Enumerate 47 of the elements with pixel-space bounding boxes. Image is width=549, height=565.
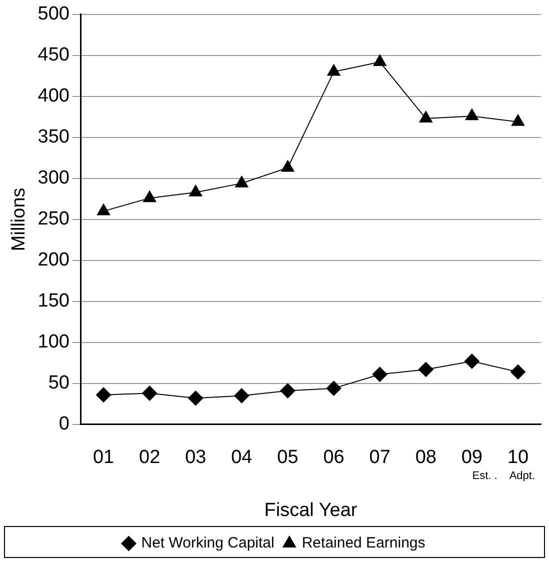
point xyxy=(464,354,480,369)
point xyxy=(281,160,294,172)
point xyxy=(143,190,156,202)
point xyxy=(511,114,525,126)
y-tick-label: 250 xyxy=(38,208,70,230)
point xyxy=(188,390,204,406)
y-tick-label: 500 xyxy=(38,4,70,25)
x-tick-label: 05 xyxy=(277,447,298,468)
x-tick-label: 03 xyxy=(185,447,206,468)
y-tick-label: 200 xyxy=(38,250,70,271)
x-tick-label: 08 xyxy=(415,447,436,468)
y-tick-label: 150 xyxy=(38,290,70,312)
x-axis-title: Fiscal Year xyxy=(264,500,358,521)
x-tick-label: 04 xyxy=(231,447,253,468)
y-tick-label: 50 xyxy=(48,372,70,394)
text: Est. . xyxy=(472,470,498,482)
y-tick-label: 0 xyxy=(58,414,70,435)
y-tick-label: 350 xyxy=(38,126,70,148)
y-tick-label: 450 xyxy=(38,44,70,66)
x-tick-label: 06 xyxy=(323,447,344,468)
point xyxy=(465,108,478,120)
legend-label: Net Working Capital xyxy=(141,534,274,552)
point xyxy=(372,366,388,382)
point xyxy=(189,184,202,196)
point xyxy=(142,386,158,401)
point xyxy=(96,387,112,402)
point xyxy=(235,176,248,188)
point xyxy=(327,64,340,76)
x-tick-label: 02 xyxy=(139,447,160,468)
point xyxy=(326,380,342,396)
point xyxy=(280,383,296,398)
x-tick-label: 10 xyxy=(507,447,529,468)
y-axis-title: Millions xyxy=(8,188,30,252)
y-tick-label: 400 xyxy=(38,86,70,107)
point xyxy=(96,204,110,216)
point xyxy=(234,388,250,404)
point xyxy=(510,364,526,380)
x-tick-label: 07 xyxy=(369,447,390,468)
point xyxy=(418,362,434,377)
point xyxy=(419,111,432,123)
legend-label: Retained Earnings xyxy=(302,534,426,552)
y-tick-label: 100 xyxy=(38,332,70,353)
x-tick-label: 09 xyxy=(461,447,482,468)
text: Adpt. xyxy=(509,470,535,482)
point xyxy=(373,54,386,66)
x-tick-label: 01 xyxy=(92,447,114,468)
y-tick-label: 300 xyxy=(38,168,70,189)
